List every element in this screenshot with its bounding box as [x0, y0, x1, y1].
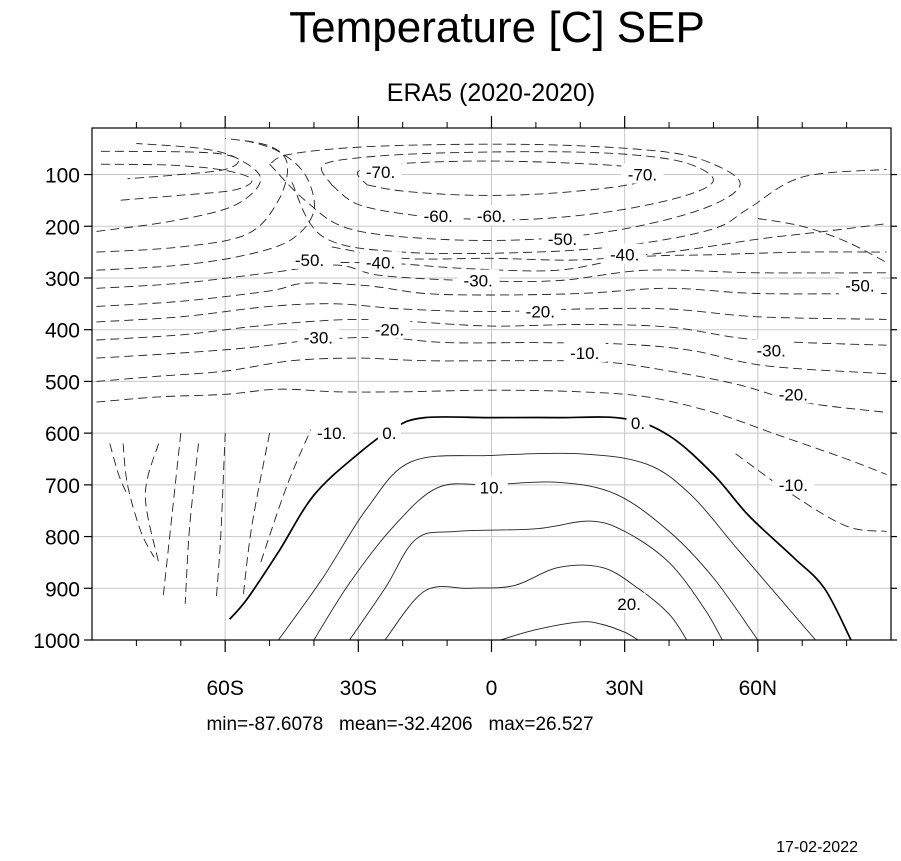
contour-line	[278, 452, 816, 640]
y-tick-label: 200	[45, 216, 80, 239]
contour-label-bg	[377, 422, 401, 443]
y-tick-label: 300	[45, 268, 80, 291]
y-axis: 100 200 300 400 500 600 700 800 900 1000	[33, 165, 897, 653]
contour-line	[757, 218, 887, 263]
y-tick-label: 800	[45, 527, 80, 550]
contour-line	[96, 143, 262, 232]
contour-label-bg	[457, 269, 500, 290]
chart-title: Temperature [C] SEP	[289, 3, 705, 52]
contour-line	[313, 481, 759, 640]
contour-line	[96, 357, 887, 413]
contour-label: -20.	[526, 303, 555, 322]
contour-label: -20.	[779, 385, 808, 404]
contour-label-bg	[612, 592, 646, 613]
contour-label: -10.	[779, 476, 808, 495]
contour-label-bg	[541, 228, 584, 249]
contour-label: -70.	[628, 166, 657, 185]
contour-line	[96, 264, 887, 289]
contour-line	[242, 433, 271, 599]
contour-label-bg	[563, 341, 606, 362]
contour-line	[184, 443, 199, 604]
contour-line	[122, 443, 155, 558]
contour-line	[356, 160, 663, 196]
contour-label-bg	[475, 476, 508, 497]
contour-line	[260, 422, 315, 563]
y-tick-label: 400	[45, 320, 80, 343]
contour-label-bg	[288, 248, 331, 269]
contour-label-bg	[603, 243, 646, 264]
contour-label: -30.	[464, 272, 493, 291]
contour-line	[162, 433, 182, 599]
contour-label: -40.	[610, 246, 639, 265]
contour-label: -50.	[845, 277, 874, 296]
contour-label: -50.	[295, 251, 324, 270]
contour-line	[96, 282, 887, 307]
contour-label-bg	[417, 204, 460, 225]
y-tick-label: 900	[45, 578, 80, 601]
contour-line	[215, 433, 226, 599]
y-tick-label: 100	[45, 165, 80, 188]
x-tick-label: 0	[486, 677, 498, 700]
contour-label-bg	[838, 274, 881, 295]
contour-label: -60.	[477, 207, 506, 226]
contour-line	[291, 168, 887, 255]
contour-label-bg	[772, 383, 815, 404]
x-tick-label: 30N	[605, 677, 644, 700]
contour-label: -30.	[757, 341, 786, 360]
y-tick-label: 500	[45, 371, 80, 394]
contour-label: -20.	[375, 321, 404, 340]
contour-label: -10.	[570, 344, 599, 363]
contour-label-bg	[297, 326, 340, 347]
contour-label: 20.	[617, 595, 641, 614]
contour-label: 0.	[631, 414, 645, 433]
y-tick-label: 700	[45, 475, 80, 498]
contour-label-bg	[359, 160, 402, 181]
y-tick-label: 1000	[33, 630, 80, 653]
contour-line	[96, 336, 887, 375]
contour-line	[100, 150, 239, 180]
y-tick-label: 600	[45, 423, 80, 446]
contour-label: -50.	[548, 230, 577, 249]
contour-line	[96, 140, 315, 271]
contour-lines	[96, 137, 887, 640]
x-tick-label: 60N	[739, 677, 778, 700]
contour-line	[96, 137, 289, 253]
contour-label-bg	[310, 422, 353, 443]
contour-label-bg	[519, 300, 562, 321]
stats-summary: min=-87.6078 mean=-32.4206 max=26.527	[206, 714, 593, 735]
contour-line	[269, 143, 741, 241]
contour-label-bg	[621, 163, 664, 184]
x-tick-label: 60S	[206, 677, 243, 700]
contour-label: -70.	[366, 163, 395, 182]
contour-label: -40.	[366, 253, 395, 272]
contour-line	[96, 318, 887, 346]
contour-line	[500, 621, 639, 640]
contour-label-bg	[626, 411, 650, 432]
contour-label-bg	[368, 318, 411, 339]
contour-label: -30.	[304, 328, 333, 347]
contour-label: -10.	[317, 424, 346, 443]
x-axis: 60S 30S 0 30N 60N	[135, 116, 848, 700]
grid-lines	[92, 128, 891, 640]
contour-line	[735, 453, 887, 532]
contour-label-bg	[470, 204, 513, 225]
contour-labels: -70. -70. -60. -60. -50. -50. -50. -40. -40. -30.…	[288, 160, 881, 614]
contour-line	[109, 443, 128, 496]
contour-line	[96, 303, 887, 323]
contour-label: 10.	[480, 478, 504, 497]
contour-label: -60.	[424, 207, 453, 226]
contour-line	[100, 163, 253, 201]
contour-label: 0.	[382, 424, 396, 443]
chart-subtitle: ERA5 (2020-2020)	[387, 79, 595, 107]
contour-label-bg	[750, 339, 793, 360]
plot-date: 17-02-2022	[776, 839, 858, 856]
x-tick-label: 30S	[340, 677, 377, 700]
contour-line	[96, 388, 887, 475]
contour-label-bg	[359, 251, 402, 272]
contour-line	[228, 415, 852, 640]
contour-line	[349, 520, 723, 640]
contour-line	[384, 564, 688, 640]
contour-label-bg	[772, 473, 815, 494]
